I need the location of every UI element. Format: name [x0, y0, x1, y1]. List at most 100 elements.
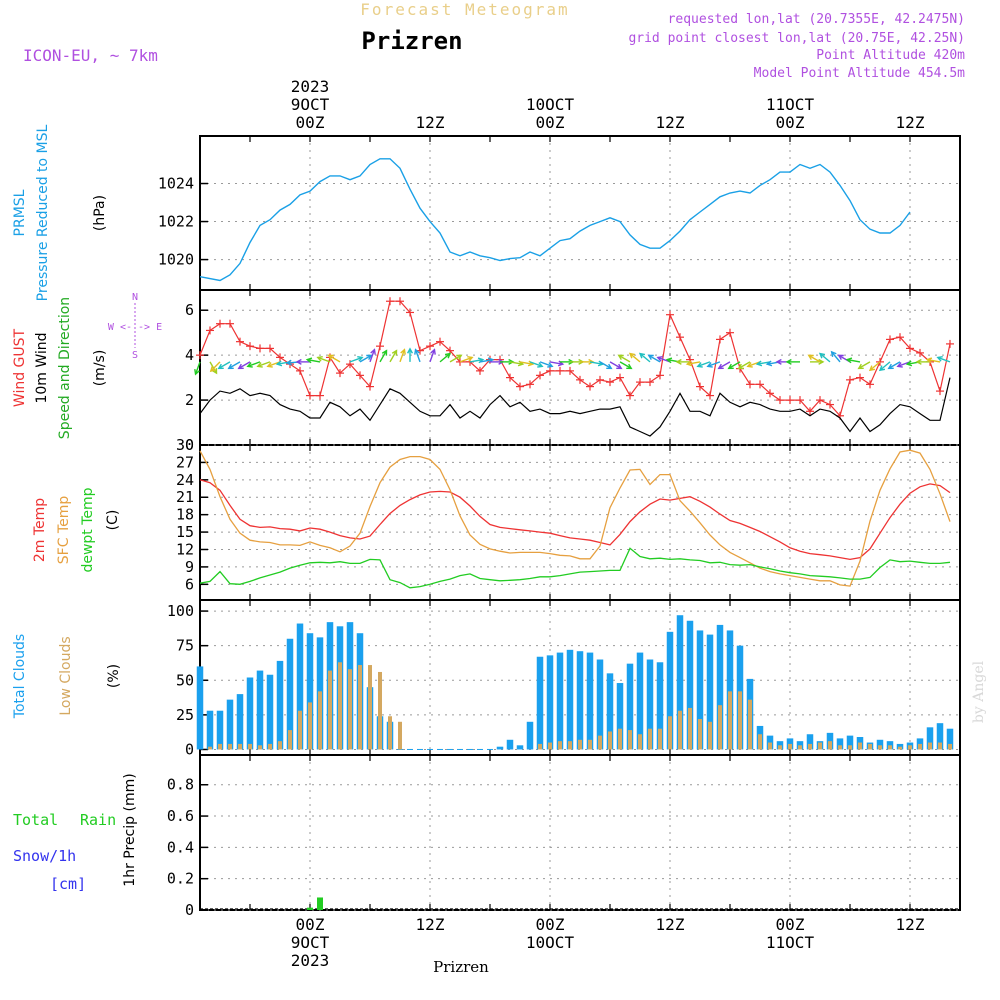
- time-label-top: 2023: [291, 77, 330, 96]
- total-cloud-bar: [616, 683, 624, 750]
- low-cloud-bar: [908, 745, 912, 750]
- low-cloud-bar: [578, 739, 582, 750]
- wind-arrow: [414, 349, 421, 363]
- wind-arrow: [629, 352, 641, 363]
- prmsl-line: [199, 158, 911, 282]
- total-cloud-bar: [276, 660, 284, 750]
- compass-south: S: [132, 350, 138, 361]
- wind-arrow-head: [887, 363, 894, 370]
- low-cloud-bar: [828, 741, 832, 750]
- wind-arrow-head: [370, 348, 376, 355]
- wind-arrow: [209, 361, 218, 374]
- wind-arrow-head: [925, 357, 933, 364]
- gridlines: [200, 136, 960, 911]
- total-cloud-bar: [286, 638, 294, 750]
- wind-arrow-head: [626, 363, 633, 370]
- low-cloud-bar: [288, 730, 292, 750]
- low-cloud-bar: [718, 705, 722, 750]
- wind-arrow-head: [391, 349, 398, 356]
- low-cloud-bar: [338, 662, 342, 750]
- low-cloud-bar: [538, 743, 542, 750]
- total-clouds-label: Total Clouds: [12, 634, 28, 719]
- low-cloud-bar: [848, 745, 852, 750]
- wind-arrow: [618, 354, 631, 363]
- wind-arrow-head: [765, 360, 773, 367]
- footer-station: Prizren: [433, 958, 489, 976]
- total-cloud-bar: [676, 615, 684, 750]
- wind-arrow: [697, 361, 711, 367]
- low-cloud-bar: [688, 707, 692, 750]
- low-cloud-bar: [788, 743, 792, 750]
- speed-direction-label: Speed and Direction: [57, 297, 73, 439]
- precip-ylabel: 1hr Precip (mm): [122, 773, 138, 886]
- time-label-top: 9OCT: [291, 95, 330, 114]
- low-cloud-bar: [898, 746, 902, 750]
- total-cloud-bar: [296, 623, 304, 750]
- wind-arrow-head: [537, 362, 544, 368]
- wind-arrow: [429, 349, 436, 363]
- time-label-bottom: 10OCT: [526, 933, 575, 952]
- wind-arrow: [439, 352, 451, 363]
- time-label-bottom: 12Z: [416, 915, 445, 934]
- wind-arrow: [194, 361, 201, 375]
- y-tick-label: 1024: [158, 175, 194, 193]
- low-cloud-bar: [308, 702, 312, 750]
- wind-arrow: [359, 354, 372, 363]
- wind-arrow: [589, 361, 603, 365]
- y-tick-label: 0: [185, 436, 194, 454]
- wind-arrow-head: [316, 355, 323, 362]
- wind-arrow: [888, 361, 901, 369]
- total-cloud-bar: [256, 670, 264, 750]
- wind-arrow: [738, 361, 751, 369]
- time-label-top: 12Z: [656, 113, 685, 132]
- wind-arrow-head: [430, 348, 436, 355]
- total-cloud-bar: [806, 734, 814, 750]
- wind-arrow-head: [227, 363, 234, 370]
- total-cloud-bar: [526, 721, 534, 750]
- low-cloud-bar: [388, 716, 392, 750]
- wind-arrow-head: [818, 358, 825, 365]
- snow-label: Snow/1h: [13, 847, 76, 865]
- low-cloud-bar: [208, 746, 212, 750]
- y-tick-label: 18: [176, 506, 194, 524]
- total-cloud-bar: [716, 624, 724, 750]
- wind-panel: [199, 289, 961, 446]
- y-tick-label: 0.8: [167, 776, 194, 794]
- time-label-bottom: 00Z: [776, 915, 805, 934]
- y-tick-label: 15: [176, 523, 194, 541]
- total-label: Total: [13, 811, 58, 829]
- wind-arrow: [349, 356, 363, 363]
- total-cloud-bar: [196, 666, 204, 750]
- wind-arrow-head: [656, 355, 663, 362]
- temp-2m-label: 2m Temp: [32, 498, 48, 562]
- hpa-unit-label: (hPa): [92, 195, 108, 231]
- total-cloud-bar: [836, 738, 844, 750]
- wind-arrow-head: [878, 365, 886, 372]
- wind-arrow-head: [414, 348, 420, 355]
- low-cloud-bar: [948, 743, 952, 750]
- wind-arrow: [389, 350, 398, 363]
- rain-label: Rain: [80, 811, 116, 829]
- low-cloud-bar: [588, 739, 592, 750]
- total-cloud-bar: [566, 649, 574, 750]
- y-tick-label: 24: [176, 471, 194, 489]
- low-cloud-bar: [638, 734, 642, 750]
- total-cloud-bar: [586, 652, 594, 750]
- wind-arrow-head: [896, 362, 903, 368]
- wind-arrow-head: [305, 357, 313, 364]
- wind-arrow: [519, 361, 533, 365]
- precip-panel: [199, 754, 961, 911]
- wind-arrow: [539, 361, 553, 367]
- total-cloud-bar: [656, 662, 664, 750]
- wind-arrow: [228, 361, 241, 369]
- low-cloud-bar: [858, 742, 862, 750]
- wind-arrow-head: [266, 362, 273, 368]
- wind-arrow-head: [915, 358, 922, 365]
- wind-arrow-head: [807, 354, 814, 361]
- wind-arrow-head: [746, 362, 753, 368]
- total-cloud-bar: [826, 732, 834, 750]
- low-cloud-bar: [648, 728, 652, 750]
- low-cloud-bar: [728, 691, 732, 750]
- wind-arrow-head: [638, 352, 646, 359]
- wind-arrow-head: [675, 358, 682, 365]
